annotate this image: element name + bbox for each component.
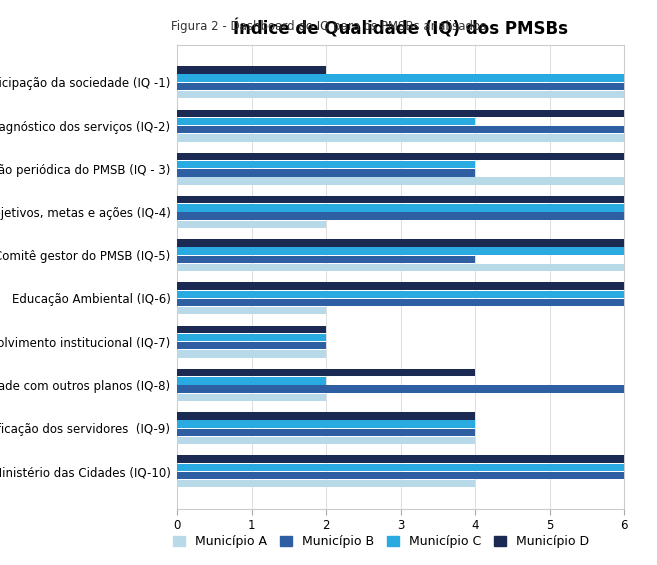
Bar <box>177 480 475 488</box>
Legend: Município A, Município B, Município C, Município D: Município A, Município B, Município C, M… <box>168 530 595 553</box>
Bar <box>177 282 624 290</box>
Bar <box>177 394 327 401</box>
Bar <box>177 204 624 211</box>
Bar <box>177 82 624 90</box>
Bar <box>177 299 624 306</box>
Bar <box>177 177 624 185</box>
Bar <box>177 247 624 255</box>
Bar <box>177 264 624 271</box>
Bar <box>177 472 624 479</box>
Bar <box>177 455 624 463</box>
Bar <box>177 369 475 376</box>
Bar <box>177 212 624 220</box>
Bar <box>177 91 624 98</box>
Bar <box>177 377 327 385</box>
Bar <box>177 334 327 341</box>
Bar <box>177 412 475 420</box>
Bar <box>177 110 624 117</box>
Bar <box>177 385 624 393</box>
Bar <box>177 290 624 298</box>
Title: Índice de Qualidade (IQ) dos PMSBs: Índice de Qualidade (IQ) dos PMSBs <box>233 19 568 38</box>
Bar <box>177 325 327 333</box>
Bar <box>177 437 475 444</box>
Bar <box>177 126 624 133</box>
Bar <box>177 196 624 203</box>
Bar <box>177 350 327 358</box>
Text: Figura 2 - Dashboard do IQ para os PMSBs analisados: Figura 2 - Dashboard do IQ para os PMSBs… <box>171 20 486 33</box>
Bar <box>177 118 475 125</box>
Bar <box>177 134 624 141</box>
Bar <box>177 307 327 315</box>
Bar <box>177 342 327 350</box>
Bar <box>177 255 475 263</box>
Bar <box>177 66 327 73</box>
Bar <box>177 420 475 428</box>
Bar <box>177 153 624 160</box>
Bar <box>177 169 475 176</box>
Bar <box>177 239 624 246</box>
Bar <box>177 75 624 82</box>
Bar <box>177 221 327 228</box>
Bar <box>177 429 475 436</box>
Bar <box>177 161 475 168</box>
Bar <box>177 464 624 471</box>
